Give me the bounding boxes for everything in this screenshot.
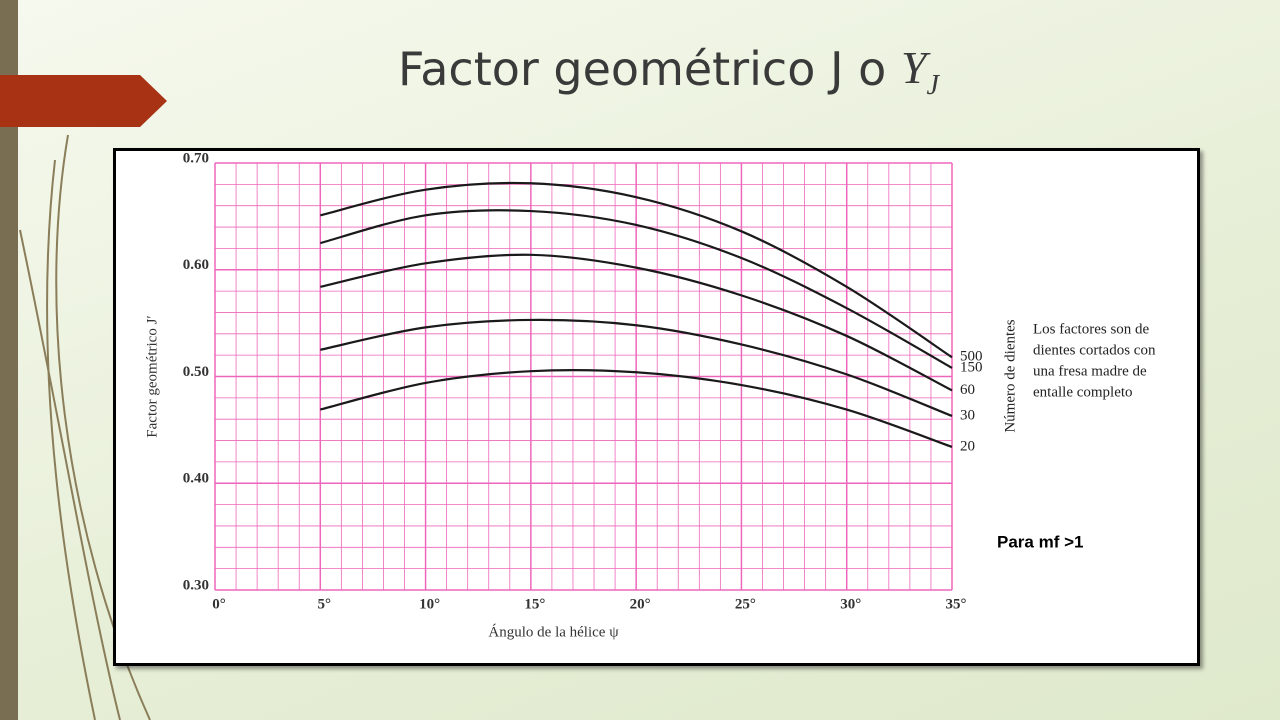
- y-tick-label: 0.50: [183, 364, 209, 380]
- legend-entry: 20: [960, 438, 975, 454]
- annotation: Para mf >1: [997, 532, 1083, 551]
- y-tick-label: 0.40: [183, 471, 209, 487]
- x-tick-label: 25°: [735, 596, 756, 612]
- x-tick-label: 20°: [630, 596, 651, 612]
- chart: 0° 5° 10° 15° 20° 25° 30° 35° 0.30 0.40 0.50 0.60 0.…: [113, 148, 1200, 666]
- x-tick-label: 5°: [318, 596, 332, 612]
- title-arrow: [0, 75, 167, 127]
- note-line: Los factores son de: [1033, 321, 1150, 337]
- note-line: dientes cortados con: [1033, 342, 1156, 358]
- side-bar: [0, 0, 18, 720]
- y-axis-label: Factor geométrico J′: [144, 315, 160, 437]
- x-tick-label: 30°: [840, 596, 861, 612]
- y-tick-label: 0.30: [183, 577, 209, 593]
- note-line: entalle completo: [1033, 384, 1133, 400]
- series-line: [320, 318, 953, 418]
- x-axis-label: Ángulo de la hélice ψ: [488, 623, 619, 640]
- chart-border: [113, 148, 1200, 666]
- legend-entry: 30: [960, 407, 975, 423]
- y-tick-label: 0.70: [183, 150, 209, 166]
- title-symbol: Y: [901, 42, 931, 93]
- legend-title: Número de dientes: [1002, 319, 1018, 432]
- title-subscript: J: [927, 70, 941, 101]
- x-tick-label: 15°: [524, 596, 545, 612]
- series-line: [320, 253, 953, 392]
- x-tick-label: 35°: [946, 596, 967, 612]
- series-line: [320, 181, 953, 359]
- slide-title: Factor geométrico J o YJ: [398, 42, 941, 102]
- y-tick-label: 0.60: [183, 257, 209, 273]
- x-tick-label: 0°: [212, 596, 226, 612]
- note-line: una fresa madre de: [1033, 363, 1147, 379]
- title-text: Factor geométrico J o: [398, 42, 901, 96]
- legend-entry: 500: [960, 349, 983, 365]
- series-line: [320, 209, 953, 369]
- legend-entry: 150: [960, 359, 983, 375]
- series-line: [320, 369, 953, 448]
- legend-entry: 60: [960, 382, 975, 398]
- x-tick-label: 10°: [419, 596, 440, 612]
